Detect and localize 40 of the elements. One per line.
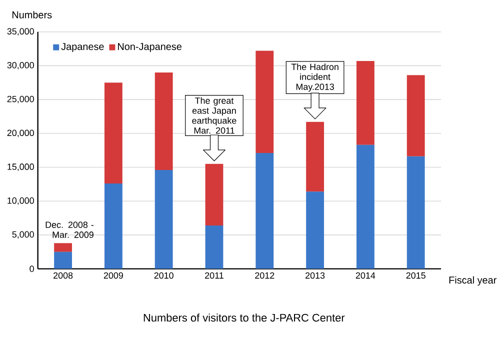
x-tick-label: 2008 (54, 272, 73, 278)
y-tick-label: 5,000 (12, 231, 34, 238)
annotation: Dec. 2008 - Mar. 2009 (46, 221, 94, 238)
bar (154, 170, 173, 269)
bar (104, 82, 122, 184)
bar (205, 164, 224, 226)
x-tick-label: 2011 (205, 272, 224, 278)
y-tick-label: 35,000 (7, 28, 34, 36)
x-tick-label: 2015 (406, 272, 426, 278)
bar (306, 191, 324, 269)
y-tick-label: 25,000 (7, 96, 34, 104)
y-tick-label: 0 (30, 265, 34, 272)
bar (154, 72, 173, 170)
y-tick-label: 10,000 (8, 197, 34, 205)
x-tick-label: 2012 (255, 272, 274, 278)
y-tick-label: 30,000 (7, 62, 34, 70)
legend-label: Japanese (61, 42, 104, 52)
x-tick-label: 2010 (154, 272, 174, 278)
bar (256, 50, 274, 153)
annotation: The great east Japan earthquake Mar. 2011 (192, 97, 236, 134)
bar (54, 252, 72, 269)
bar (406, 156, 425, 269)
bar (104, 183, 122, 269)
x-tick-label: 2014 (356, 272, 376, 278)
bar (356, 60, 374, 145)
text: Numbers of visitors to the J-PARC Center (144, 313, 345, 322)
bar (54, 242, 72, 252)
bar (356, 144, 374, 269)
x-tick-label: 2009 (104, 272, 123, 278)
x-tick-label: 2013 (306, 272, 325, 278)
annotation: The Hadron incident May.2013 (291, 63, 338, 92)
bar (406, 74, 425, 156)
bar (306, 122, 324, 192)
legend-label: Non-Japanese (118, 42, 182, 52)
x-axis-title: Fiscal year (449, 276, 497, 286)
y-tick-label: 20,000 (7, 129, 34, 137)
y-axis-title: Numbers (12, 10, 52, 18)
bar (256, 152, 274, 269)
bar (205, 225, 224, 269)
y-tick-label: 15,000 (8, 163, 34, 171)
